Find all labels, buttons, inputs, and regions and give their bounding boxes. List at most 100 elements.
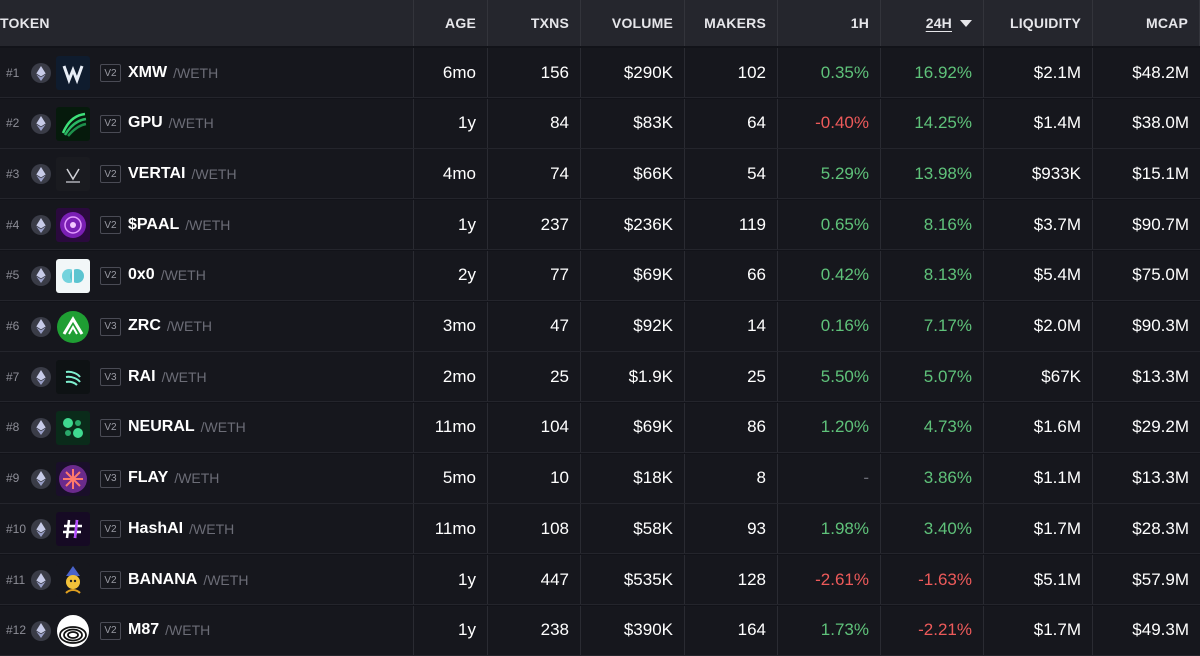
ethereum-icon: [31, 316, 51, 337]
token-symbol[interactable]: FLAY/WETH: [128, 454, 219, 503]
change-1h-cell: 1.73%: [778, 605, 881, 655]
age-cell: 6mo: [414, 48, 488, 97]
token-symbol[interactable]: $PAAL/WETH: [128, 200, 230, 249]
table-row[interactable]: #3 V2 VERTAI/WETH 4mo 74 $66K 54 5.29% 13.98% $93…: [0, 149, 1200, 200]
token-cell[interactable]: #1 V2 XMW/WETH: [0, 48, 414, 97]
table-row[interactable]: #4 V2 $PAAL/WETH 1y 237 $236K 119 0.65% 8.16% $3.…: [0, 200, 1200, 251]
token-symbol[interactable]: HashAI/WETH: [128, 504, 234, 553]
mcap-cell: $90.7M: [1132, 214, 1189, 234]
table-row[interactable]: #5 V2 0x0/WETH 2y 77 $69K 66 0.42% 8.13% $5.4M $75…: [0, 250, 1200, 301]
token-cell[interactable]: #12 V2 M87/WETH: [0, 605, 414, 655]
token-cell[interactable]: #3 V2 VERTAI/WETH: [0, 149, 414, 199]
token-symbol[interactable]: M87/WETH: [128, 606, 210, 655]
table-row[interactable]: #9 V3 FLAY/WETH 5mo 10 $18K 8-3.86% $1.1M $13.3M: [0, 453, 1200, 504]
token-symbol[interactable]: RAI/WETH: [128, 352, 207, 401]
col-makers-header[interactable]: MAKERS: [685, 0, 778, 46]
table-header: TOKEN AGE TXNS VOLUME MAKERS 1H 24H LIQU…: [0, 0, 1200, 46]
ethereum-icon: [31, 620, 51, 641]
token-symbol[interactable]: GPU/WETH: [128, 99, 214, 148]
token-symbol[interactable]: BANANA/WETH: [128, 555, 248, 604]
mcap-cell: $28.3M: [1132, 518, 1189, 538]
liquidity-cell: $5.4M: [984, 250, 1093, 300]
col-txns-header[interactable]: TXNS: [488, 0, 581, 46]
flay-logo-icon: [56, 461, 90, 496]
ethereum-icon: [31, 215, 51, 236]
token-cell[interactable]: #6 V3 ZRC/WETH: [0, 301, 414, 351]
token-cell[interactable]: #11 V2 BANANA/WETH: [0, 555, 414, 604]
mcap-cell: $75.0M: [1132, 265, 1189, 285]
token-symbol[interactable]: NEURAL/WETH: [128, 403, 246, 452]
token-symbol[interactable]: ZRC/WETH: [128, 302, 212, 351]
token-symbol[interactable]: 0x0/WETH: [128, 251, 206, 300]
quote-pair: /WETH: [185, 216, 231, 233]
table-row[interactable]: #11 V2 BANANA/WETH 1y 447 $535K 128 -2.61% -1.63…: [0, 555, 1200, 605]
change-24h-cell: -2.21%: [881, 605, 984, 655]
version-badge: V3: [100, 469, 121, 488]
token-cell[interactable]: #8 V2 NEURAL/WETH: [0, 402, 414, 452]
makers-cell: 93: [685, 504, 778, 554]
table-row[interactable]: #1 V2 XMW/WETH 6mo 156 $290K 102 0.35% 16.92% $2.…: [0, 48, 1200, 98]
col-mcap-header[interactable]: MCAP: [1093, 0, 1200, 46]
0x0-logo-icon: [56, 258, 90, 293]
liquidity-cell: $1.7M: [984, 605, 1093, 655]
table-row[interactable]: #10 V2 HashAI/WETH 11mo 108 $58K 93 1.98% 3.40% $…: [0, 504, 1200, 555]
age-cell: 5mo: [414, 453, 488, 503]
ethereum-icon: [31, 113, 51, 134]
liquidity-cell: $1.6M: [984, 402, 1093, 452]
age-cell: 3mo: [414, 301, 488, 351]
zrc-logo-icon: [56, 310, 90, 344]
token-cell[interactable]: #7 V3 RAI/WETH: [0, 352, 414, 402]
table-row[interactable]: #6 V3 ZRC/WETH 3mo 47 $92K 14 0.16% 7.17% $2.0M $9…: [0, 301, 1200, 352]
token-name: NEURAL: [128, 418, 195, 436]
token-cell[interactable]: #10 V2 HashAI/WETH: [0, 504, 414, 554]
rank-label: #2: [6, 116, 20, 131]
token-cell[interactable]: #9 V3 FLAY/WETH: [0, 453, 414, 503]
sort-desc-icon: [960, 19, 972, 27]
change-24h-cell: 16.92%: [881, 48, 984, 97]
col-volume-header[interactable]: VOLUME: [581, 0, 685, 46]
token-name: XMW: [128, 63, 168, 81]
col-1h-header[interactable]: 1H: [778, 0, 881, 46]
token-symbol[interactable]: VERTAI/WETH: [128, 149, 237, 198]
age-cell: 11mo: [414, 504, 488, 554]
change-24h-cell: 3.40%: [881, 504, 984, 554]
volume-cell: $535K: [581, 555, 685, 604]
token-cell[interactable]: #5 V2 0x0/WETH: [0, 250, 414, 300]
table-row[interactable]: #2 V2 GPU/WETH 1y 84 $83K 64 -0.40% 14.25% $1.4M $…: [0, 98, 1200, 149]
volume-cell: $58K: [581, 504, 685, 554]
table-row[interactable]: #8 V2 NEURAL/WETH 11mo 104 $69K 86 1.20% 4.73% $1…: [0, 402, 1200, 453]
makers-cell: 54: [685, 149, 778, 199]
quote-pair: /WETH: [160, 267, 206, 284]
col-age-header[interactable]: AGE: [414, 0, 488, 46]
quote-pair: /WETH: [200, 419, 246, 436]
m87-logo-icon: [56, 614, 90, 648]
table-row[interactable]: #7 V3 RAI/WETH 2mo 25 $1.9K 25 5.50% 5.07% $67K $1…: [0, 352, 1200, 403]
quote-pair: /WETH: [173, 64, 219, 81]
txns-cell: 10: [488, 453, 581, 503]
token-cell[interactable]: #4 V2 $PAAL/WETH: [0, 200, 414, 250]
liquidity-cell: $2.0M: [984, 301, 1093, 351]
token-name: FLAY: [128, 469, 169, 487]
token-symbol[interactable]: XMW/WETH: [128, 48, 218, 97]
rank-label: #9: [6, 471, 20, 486]
col-24h-header[interactable]: 24H: [881, 0, 984, 46]
quote-pair: /WETH: [165, 622, 211, 639]
quote-pair: /WETH: [166, 318, 212, 334]
volume-cell: $69K: [581, 402, 685, 452]
token-cell[interactable]: #2 V2 GPU/WETH: [0, 98, 414, 148]
change-1h-cell: 0.42%: [778, 250, 881, 300]
token-name: M87: [128, 621, 160, 639]
liquidity-cell: $5.1M: [984, 555, 1093, 604]
col-volume-label: VOLUME: [611, 15, 673, 31]
rank-label: #10: [6, 521, 27, 536]
mcap-cell: $48.2M: [1132, 62, 1189, 82]
txns-cell: 47: [488, 301, 581, 351]
col-mcap-label: MCAP: [1145, 15, 1188, 31]
table-row[interactable]: #12 V2 M87/WETH 1y 238 $390K 164 1.73% -2.21% $1.…: [0, 605, 1200, 656]
version-badge: V2: [100, 520, 121, 539]
col-token-header[interactable]: TOKEN: [0, 0, 414, 46]
version-badge: V2: [100, 64, 121, 82]
col-txns-label: TXNS: [530, 15, 569, 31]
col-liquidity-header[interactable]: LIQUIDITY: [984, 0, 1093, 46]
